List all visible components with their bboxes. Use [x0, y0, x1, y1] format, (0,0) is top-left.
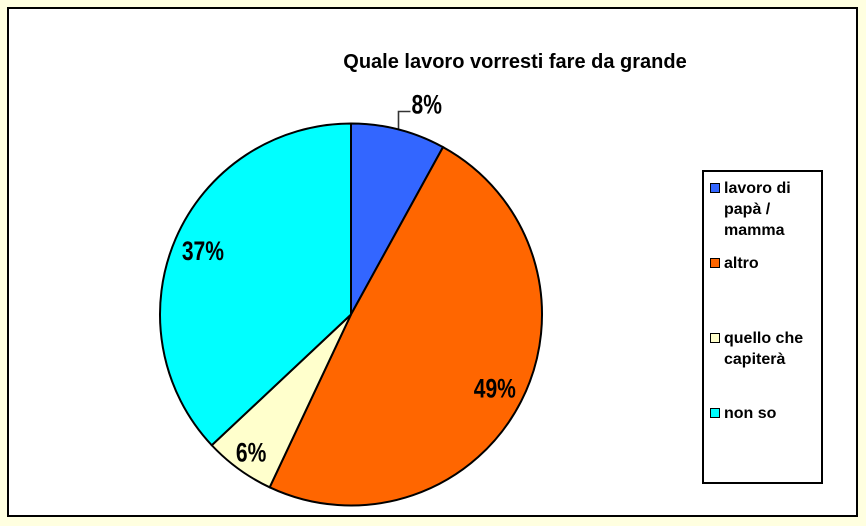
legend-label: non so: [724, 405, 777, 422]
legend: lavoro di papà / mamma altro quello che ca…: [702, 170, 823, 484]
legend-item-1: lavoro di papà / mamma: [710, 178, 819, 253]
legend-swatch-icon: [710, 258, 720, 268]
data-label-4: 37%: [182, 236, 224, 266]
data-label-1: 8%: [411, 90, 441, 120]
legend-label: lavoro di papà / mamma: [724, 180, 791, 239]
legend-item-4: non so: [710, 403, 819, 478]
legend-label: quello che capiterà: [724, 330, 804, 368]
legend-swatch-icon: [710, 408, 720, 418]
legend-item-3: quello che capiterà: [710, 328, 819, 403]
pie-slice-2: [268, 145, 544, 507]
legend-swatch-icon: [710, 183, 720, 193]
pie-slice-4: [159, 122, 352, 447]
pie-slice-1: [350, 122, 445, 315]
callout-line: [397, 110, 411, 129]
chart-title: Quale lavoro vorresti fare da grande: [343, 51, 687, 73]
data-label-2: 49%: [474, 374, 516, 404]
legend-swatch-icon: [710, 333, 720, 343]
legend-label: altro: [724, 255, 759, 272]
legend-item-2: altro: [710, 253, 819, 328]
data-label-3: 6%: [236, 438, 266, 468]
